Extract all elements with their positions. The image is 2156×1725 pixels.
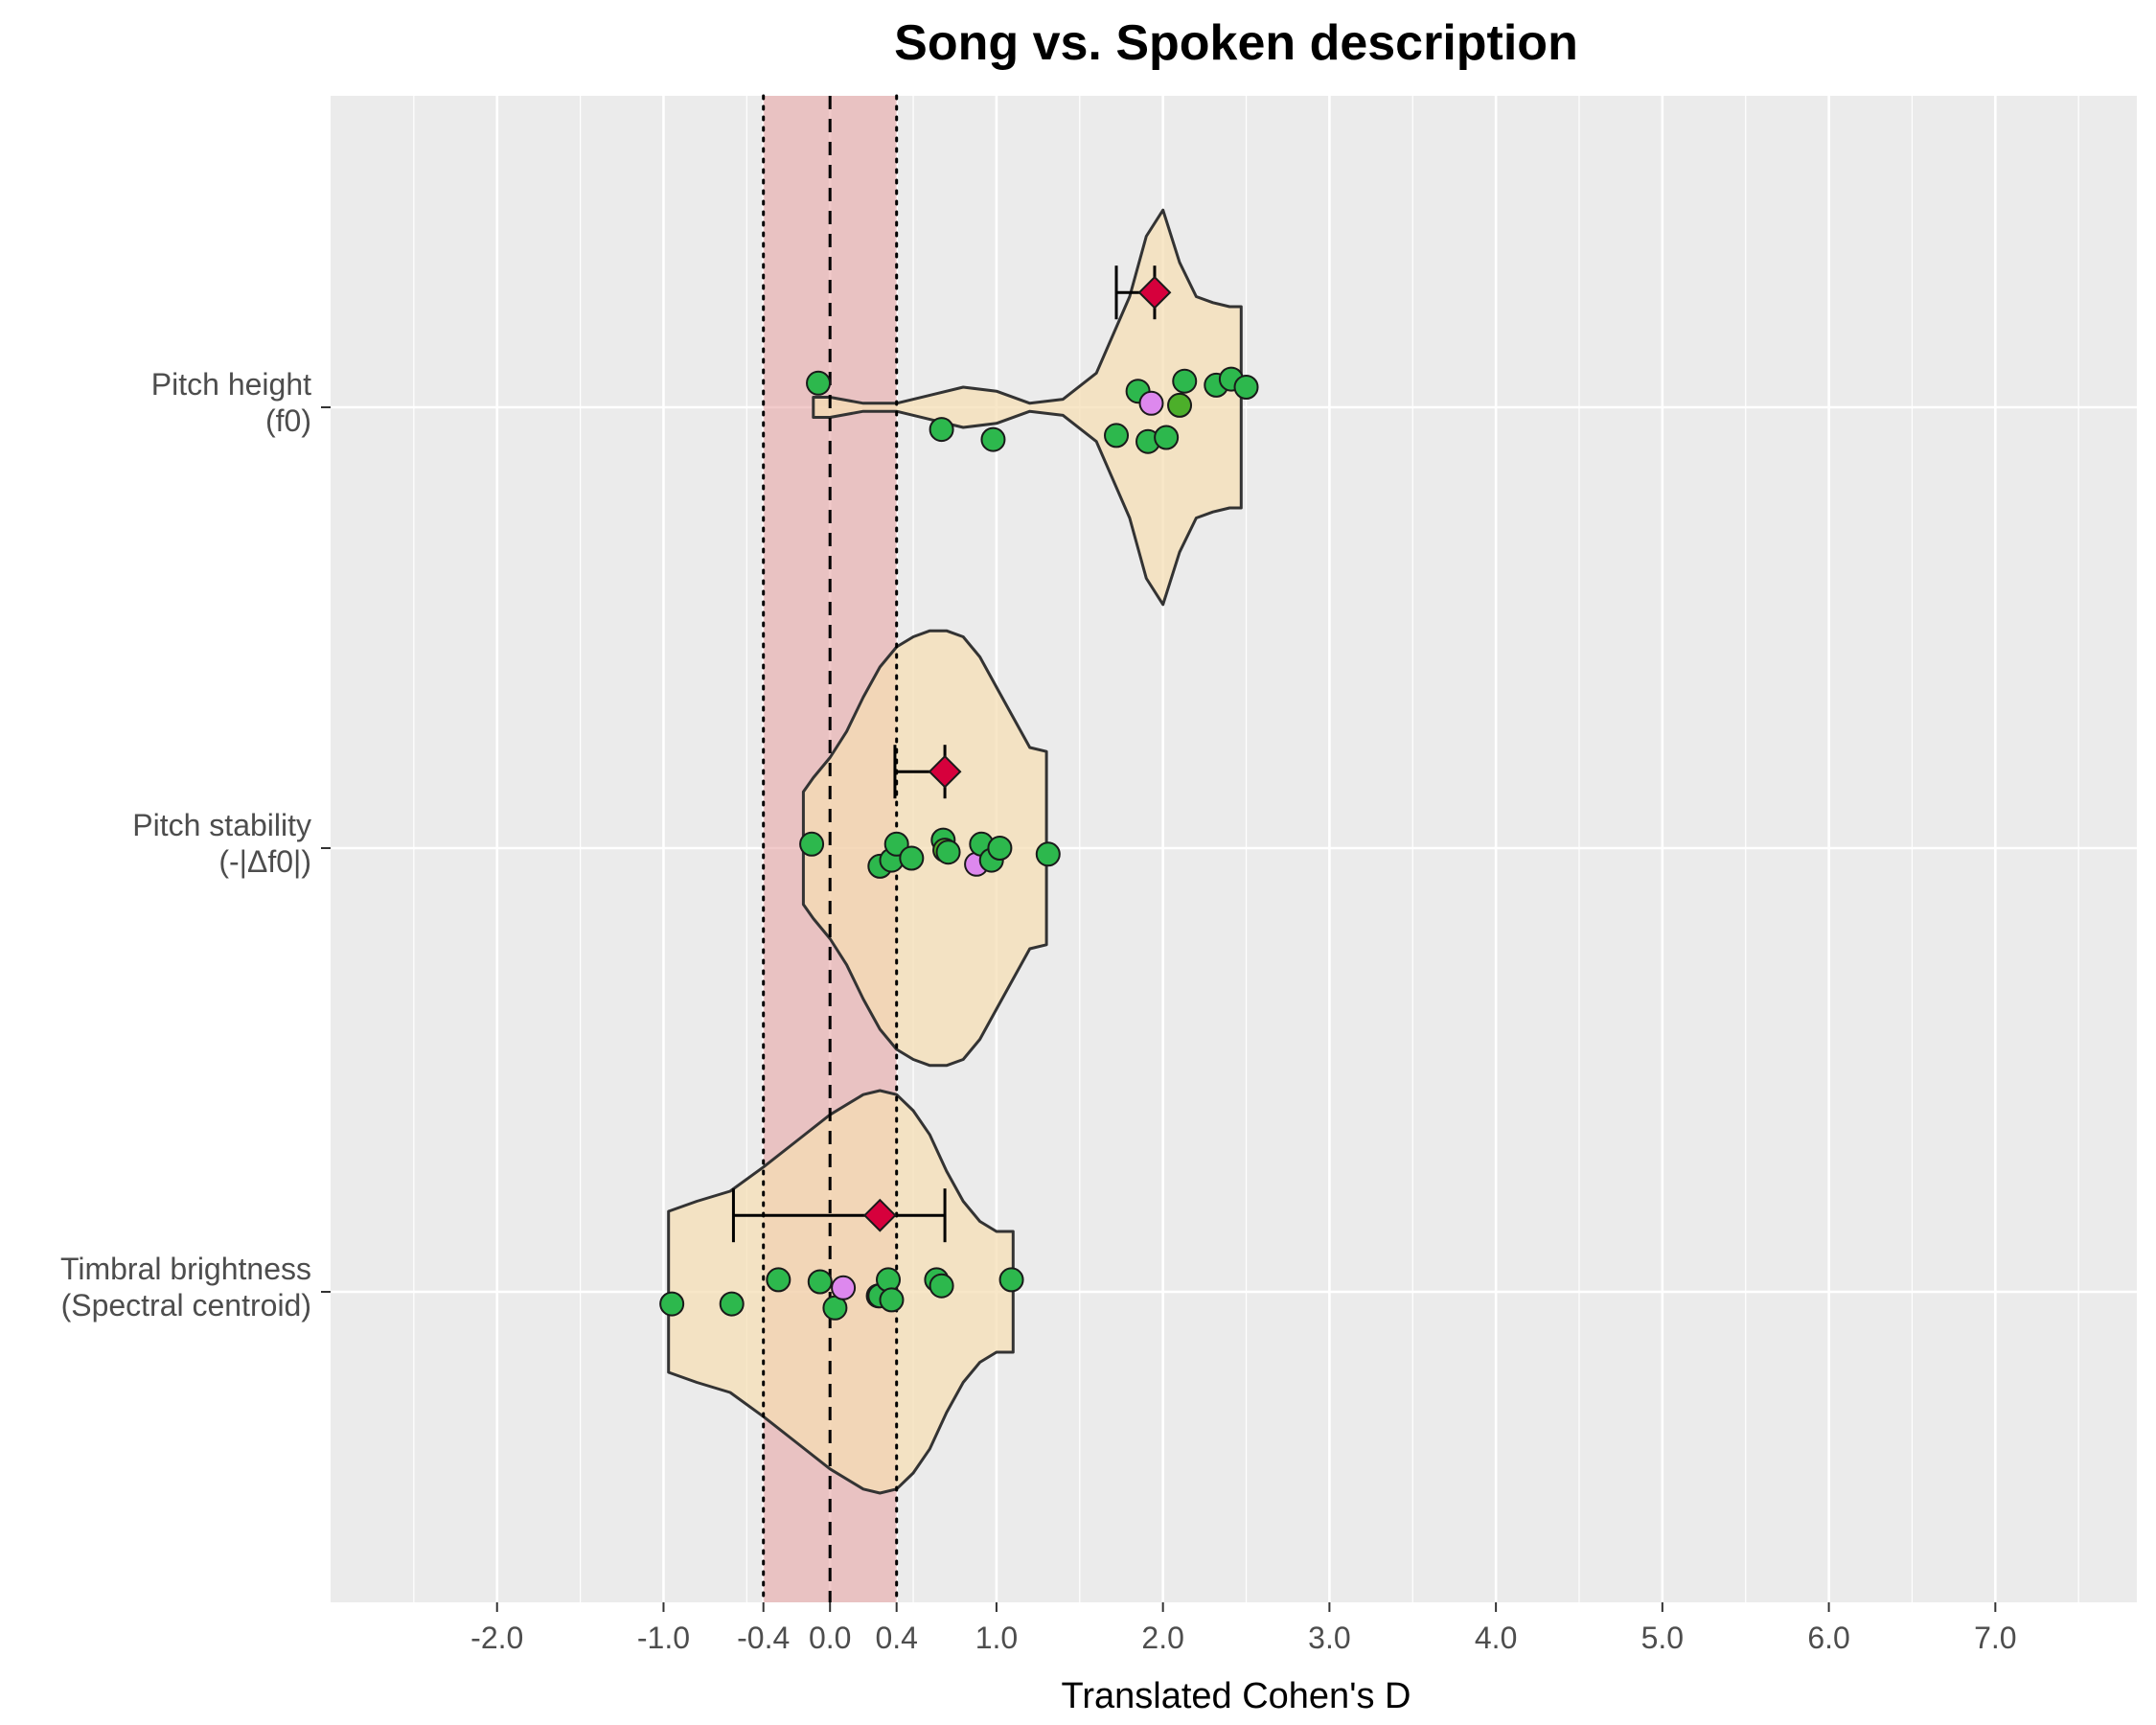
- data-point: [719, 1291, 745, 1317]
- chart-title: Song vs. Spoken description: [894, 15, 1578, 71]
- x-tick-label: 7.0: [1974, 1621, 2016, 1655]
- data-point: [1104, 423, 1130, 448]
- category-label: (Spectral centroid): [61, 1288, 311, 1322]
- violin-2: [801, 629, 1048, 1068]
- category-label: (f0): [265, 403, 311, 438]
- data-point: [799, 831, 825, 857]
- data-point: [806, 370, 832, 396]
- y-axis-categories: Pitch height(f0) Pitch stability(-|Δf0|) T…: [60, 367, 331, 1322]
- data-point: [879, 1287, 905, 1313]
- x-axis-title: Translated Cohen's D: [1062, 1676, 1411, 1716]
- x-tick-label: 0.4: [875, 1621, 917, 1655]
- data-point: [876, 1267, 902, 1293]
- violin-1: [812, 208, 1243, 607]
- data-point: [980, 426, 1006, 452]
- data-point: [1233, 375, 1259, 400]
- data-point: [929, 1273, 954, 1299]
- data-point: [1167, 392, 1193, 418]
- x-tick-label: -2.0: [470, 1621, 523, 1655]
- data-point: [935, 840, 961, 865]
- data-point: [807, 1269, 833, 1295]
- x-tick-label: -1.0: [637, 1621, 690, 1655]
- data-point: [929, 417, 954, 443]
- data-point: [659, 1291, 685, 1317]
- x-tick-label: 3.0: [1308, 1621, 1350, 1655]
- x-tick-label: 5.0: [1641, 1621, 1684, 1655]
- data-point: [1154, 425, 1180, 450]
- x-axis-ticks: -2.0 -1.0 -0.4 0.0 0.4 1.0 2.0 3.0 4.0 5.0 6.0 7.0: [470, 1602, 2017, 1655]
- x-tick-label: -0.4: [737, 1621, 790, 1655]
- data-point: [899, 845, 925, 871]
- x-tick-label: 4.0: [1475, 1621, 1517, 1655]
- data-point: [1035, 841, 1061, 867]
- mean-markers: [731, 265, 1172, 1243]
- data-points: [659, 366, 1259, 1321]
- category-label: Timbral brightness: [60, 1252, 311, 1286]
- category-label: Pitch height: [151, 367, 311, 402]
- data-point: [766, 1267, 791, 1293]
- mean-marker: [1137, 275, 1172, 310]
- data-point: [987, 836, 1013, 861]
- reference-lines: [762, 94, 899, 1604]
- x-tick-label: 2.0: [1141, 1621, 1183, 1655]
- category-label: (-|Δf0|): [218, 844, 311, 879]
- category-label: Pitch stability: [132, 808, 311, 842]
- data-point: [831, 1275, 857, 1300]
- x-tick-label: 0.0: [809, 1621, 851, 1655]
- data-point: [1138, 390, 1164, 416]
- mean-marker: [928, 754, 962, 789]
- data-point: [1172, 368, 1198, 394]
- x-tick-label: 1.0: [975, 1621, 1018, 1655]
- x-tick-label: 6.0: [1807, 1621, 1849, 1655]
- data-point: [998, 1267, 1024, 1293]
- mean-marker: [862, 1198, 897, 1232]
